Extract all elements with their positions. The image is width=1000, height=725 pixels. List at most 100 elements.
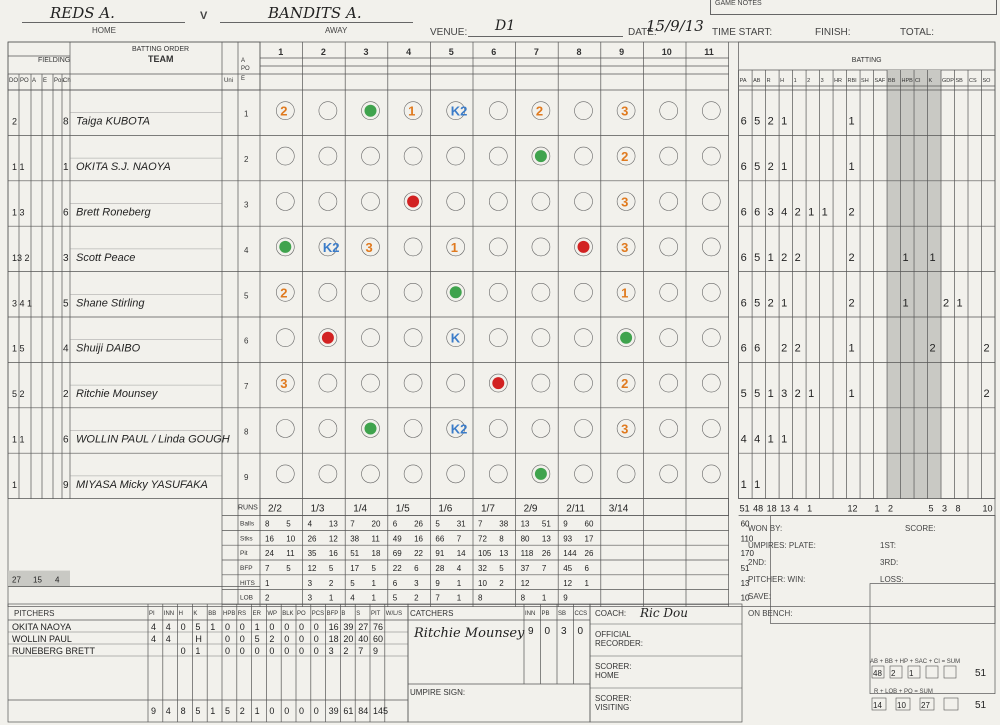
pitch-row-value: 4 [457, 564, 462, 573]
pitch-row-value: 9 [563, 594, 568, 603]
batter-number-7: 7 [244, 382, 249, 391]
cell-diamond [275, 192, 295, 211]
cell-diamond [616, 419, 636, 438]
sub-a: A [241, 58, 245, 64]
cell-diamond [403, 192, 423, 211]
pitch-row-label-pit: Pit [240, 550, 248, 557]
pitcher-total: 145 [373, 706, 388, 716]
batter-fielding-2: 1 1 [12, 162, 25, 172]
inning-9: 9 [619, 47, 624, 57]
batting-col-3: 3 [821, 78, 824, 84]
inning-11: 11 [704, 47, 714, 57]
pitcher-col-pcs: PCS [312, 611, 324, 617]
cell-diamond [361, 328, 380, 348]
formula1-box [889, 665, 903, 679]
batting-col-rbi: RBI [848, 78, 858, 84]
pitch-row-value: 26 [308, 534, 317, 543]
runs-value-5: 1/6 [438, 504, 452, 515]
cell-diamond [659, 192, 679, 211]
pitch-row-value: 1 [372, 579, 377, 588]
left-total-a: 4 [55, 576, 60, 585]
pitch-row-value: 144 [563, 549, 577, 558]
pitch-row-value: 17 [350, 564, 359, 573]
pitch-row-value: 105 [478, 549, 492, 558]
pitcher-stat: 0 [314, 646, 319, 656]
batting-col-hr: HR [834, 78, 842, 84]
pitcher-name: OKITA NAOYA [12, 622, 71, 632]
cell-diamond [446, 464, 466, 484]
cell-diamond [701, 192, 721, 211]
cell-mark: K [451, 331, 461, 346]
batter-name-6: Shuiji DAIBO [76, 343, 141, 355]
batting-col-h: H [780, 78, 784, 84]
pitcher-total: 0 [314, 706, 319, 716]
batter-name-8: WOLLIN PAUL / Linda GOUGH [76, 434, 230, 446]
pitch-row-value: 26 [585, 549, 594, 558]
first-base-label: 1ST: [880, 541, 897, 550]
pitcher-stat: 1 [255, 622, 260, 632]
cell-diamond [318, 464, 338, 484]
fielding-header: FIELDING [38, 57, 70, 64]
pitcher-total: 1 [210, 706, 215, 716]
pitch-row-value: 5 [372, 564, 377, 573]
batting-col-ci: CI [915, 78, 921, 84]
home-label: HOME [92, 26, 116, 35]
pitcher-stat: 0 [314, 622, 319, 632]
pitcher-total: 84 [358, 706, 368, 716]
pitch-row-value: 1 [542, 594, 547, 603]
batting-col-gdp: GDP [942, 78, 954, 84]
pitch-row-value: 5 [286, 564, 291, 573]
formula2-box [943, 697, 959, 711]
batting-stat: 1 [849, 388, 855, 400]
pitch-row-value: 17 [585, 534, 594, 543]
pitch-row-value: 7 [265, 564, 270, 573]
pitch-row-value: 1 [457, 579, 462, 588]
pitch-row-value: 8 [499, 534, 504, 543]
formula1-box [907, 665, 921, 679]
inning-8: 8 [577, 47, 582, 57]
game-notes-label: GAME NOTES [715, 0, 762, 7]
pitcher-stat: 4 [166, 634, 171, 644]
cell-diamond [574, 373, 593, 393]
formula2-label: R + LOB + PO = SUM [874, 689, 933, 695]
batter-name-5: Shane Stirling [76, 297, 145, 309]
pitch-row-value: 32 [478, 564, 487, 573]
pitch-row-value: 91 [435, 549, 444, 558]
pitch-row-value: 80 [521, 534, 530, 543]
cell-diamond [275, 101, 295, 120]
formula1-box [943, 665, 957, 679]
batting-stat: 5 [754, 388, 760, 400]
batter-pos-7: 2 [63, 389, 69, 400]
batting-stat: 2 [984, 343, 990, 355]
pitch-row-value: 4 [308, 520, 313, 529]
cell-diamond [361, 192, 380, 211]
pitcher-stat: 76 [373, 622, 383, 632]
pitch-row-value: 7 [350, 520, 355, 529]
pitch-row-value: 1 [372, 594, 377, 603]
pitch-row-label-hits: HITS [240, 580, 255, 587]
batting-stat: 2 [849, 297, 855, 309]
pitch-row-value: 14 [457, 549, 466, 558]
cell-diamond [488, 282, 508, 302]
pitch-row-value: 38 [350, 534, 359, 543]
batter-pos-4: 3 [63, 253, 69, 264]
batting-stat: 2 [943, 297, 949, 309]
cell-diamond [659, 373, 679, 393]
pitcher-stat: 18 [329, 634, 339, 644]
pitch-row-value: 22 [414, 549, 423, 558]
pitcher-stat: 0 [255, 646, 260, 656]
cell-mark: 2 [621, 376, 628, 391]
scorer-home-label: SCORER: HOME [595, 662, 632, 680]
batter-pos-9: 9 [63, 480, 69, 491]
pitcher-stat: 0 [225, 646, 230, 656]
cell-diamond [275, 237, 295, 257]
runs-value-3: 1/4 [353, 504, 367, 515]
batting-stat: 5 [754, 116, 760, 128]
runs-value-6: 1/7 [481, 504, 495, 515]
pitch-row-value: 28 [435, 564, 444, 573]
cell-mark: 3 [621, 240, 628, 255]
pitch-row-label-bfp: BFP [240, 565, 253, 572]
pitch-row-value: 2 [329, 579, 334, 588]
cell-diamond [531, 328, 551, 348]
catcher-stat: 9 [528, 626, 534, 637]
